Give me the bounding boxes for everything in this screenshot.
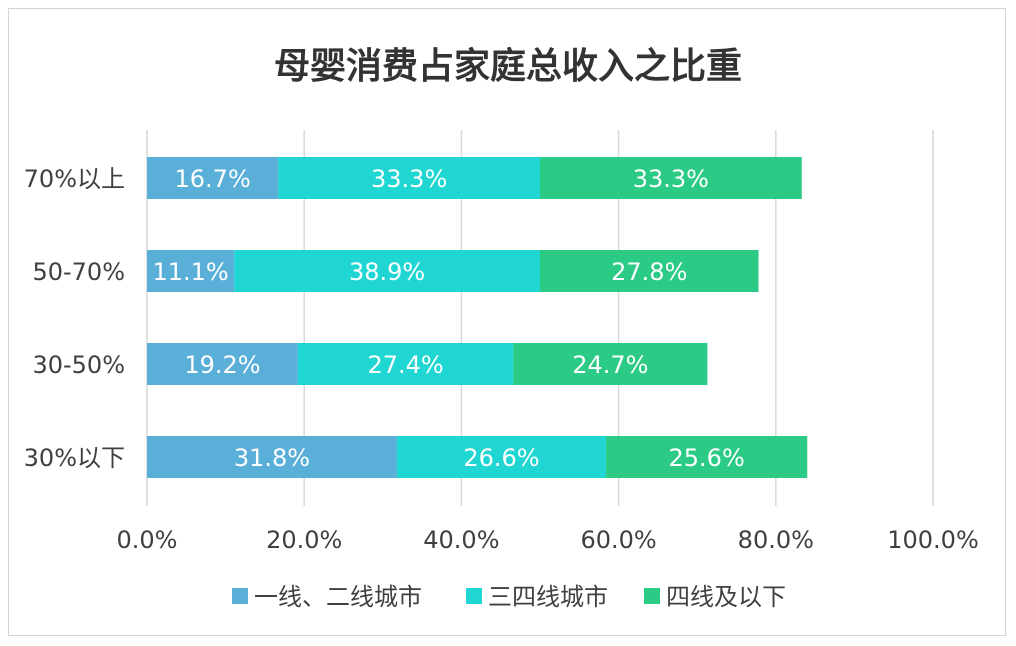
data-label: 11.1% (152, 258, 228, 286)
bar-segment (278, 157, 540, 199)
x-tick-label: 20.0% (266, 526, 342, 554)
bar-segment (234, 250, 540, 292)
x-tick-label: 40.0% (423, 526, 499, 554)
bar-segment (540, 157, 802, 199)
bars: 16.7% 33.3% 33.3% 11.1% 38.9% 27.8% 19.2% 27.4%… (147, 157, 808, 478)
category-label: 70%以上 (24, 165, 125, 193)
data-label: 19.2% (184, 351, 260, 379)
data-label: 25.6% (669, 444, 745, 472)
data-label: 38.9% (349, 258, 425, 286)
x-tick-label: 60.0% (580, 526, 656, 554)
legend-swatch (466, 588, 482, 604)
legend-label: 一线、二线城市 (254, 583, 422, 611)
bar-segment (513, 343, 708, 385)
data-label: 27.4% (367, 351, 443, 379)
category-labels: 70%以上 50-70% 30-50% 30%以下 (24, 165, 125, 472)
data-label: 24.7% (572, 351, 648, 379)
bar-segment (396, 436, 607, 478)
data-label: 27.8% (611, 258, 687, 286)
data-label: 33.3% (633, 165, 709, 193)
legend-label: 四线及以下 (666, 583, 786, 611)
bar-segment (297, 343, 514, 385)
bar-segment (147, 436, 397, 478)
bar-segment (147, 250, 235, 292)
data-label: 16.7% (175, 165, 251, 193)
bar-segment (147, 157, 279, 199)
x-tick-label: 80.0% (738, 526, 814, 554)
bar-segment (606, 436, 808, 478)
category-label: 50-70% (32, 258, 125, 286)
category-label: 30-50% (32, 351, 125, 379)
legend: 一线、二线城市 三四线城市 四线及以下 (232, 583, 786, 611)
data-label: 31.8% (234, 444, 310, 472)
chart-title: 母婴消费占家庭总收入之比重 (274, 46, 742, 87)
bar-segment (147, 343, 298, 385)
x-tick-labels: 0.0% 20.0% 40.0% 60.0% 80.0% 100.0% (117, 526, 979, 554)
bar-segment (540, 250, 759, 292)
data-label: 33.3% (371, 165, 447, 193)
legend-swatch (644, 588, 660, 604)
chart-frame (8, 8, 1006, 636)
category-label: 30%以下 (24, 444, 125, 472)
data-label: 26.6% (463, 444, 539, 472)
x-tick-label: 100.0% (887, 526, 979, 554)
x-tick-label: 0.0% (117, 526, 178, 554)
legend-label: 三四线城市 (488, 583, 608, 611)
legend-swatch (232, 588, 248, 604)
